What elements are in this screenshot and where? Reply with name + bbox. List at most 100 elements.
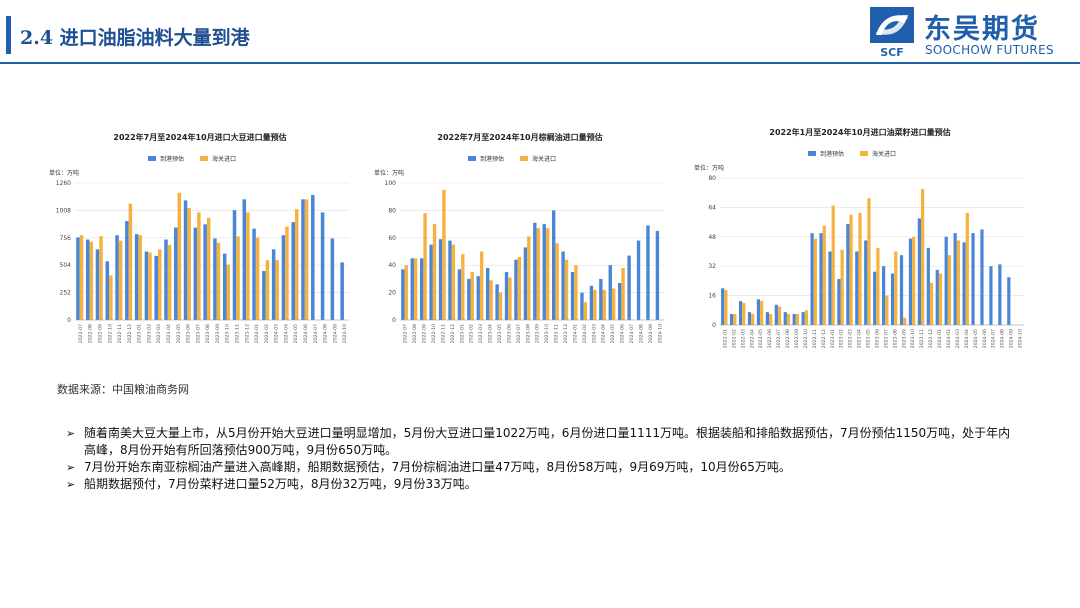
bar-customs xyxy=(920,189,925,325)
bar-forecast xyxy=(429,244,433,320)
bar-customs xyxy=(148,252,152,320)
bar-forecast xyxy=(213,238,217,320)
bar-forecast xyxy=(164,239,168,320)
bar-customs xyxy=(804,310,808,325)
bullet-text: 随着南美大豆大量上市，从5月份开始大豆进口量明显增加，5月份大豆进口量1022万… xyxy=(84,426,1011,457)
bar-forecast xyxy=(917,218,921,325)
x-tick-label: 2024-02 xyxy=(582,324,588,343)
bar-forecast xyxy=(935,269,939,325)
bar-forecast xyxy=(134,234,139,320)
y-tick-label: 80 xyxy=(388,207,396,214)
bar-forecast xyxy=(311,194,315,320)
bar-forecast xyxy=(448,240,452,320)
bar-customs xyxy=(246,212,250,320)
x-tick-label: 2022-09 xyxy=(97,324,103,343)
bar-customs xyxy=(795,313,800,325)
bar-customs xyxy=(157,249,162,320)
y-tick-label: 0 xyxy=(712,322,716,329)
x-tick-label: 2023-06 xyxy=(506,324,512,343)
bar-customs xyxy=(733,313,737,325)
bar-customs xyxy=(432,224,437,320)
bar-forecast xyxy=(193,227,198,320)
bar-forecast xyxy=(721,288,725,325)
y-tick-label: 40 xyxy=(388,262,396,269)
bar-forecast xyxy=(95,249,100,320)
bar-customs xyxy=(197,212,201,320)
y-tick-label: 756 xyxy=(60,235,72,242)
x-tick-label: 2024-07 xyxy=(313,324,319,343)
x-tick-label: 2023-07 xyxy=(195,324,201,343)
y-tick-label: 100 xyxy=(385,180,397,187)
x-tick-label: 2022-11 xyxy=(440,324,446,343)
bar-customs xyxy=(138,235,142,320)
bar-customs xyxy=(593,289,597,320)
bar-customs xyxy=(423,213,427,320)
bar-forecast xyxy=(730,313,734,325)
bar-forecast xyxy=(837,279,841,325)
bar-customs xyxy=(777,306,782,325)
bar-forecast xyxy=(410,258,414,320)
bullet-item-palm-oil: ➢ 7月份开始东南亚棕榈油产量进入高峰期，船期数据预估，7月份棕榈油进口量47万吨… xyxy=(62,459,1022,476)
x-tick-label: 2023-04 xyxy=(488,324,494,343)
x-tick-label: 2023-04 xyxy=(857,329,863,348)
x-tick-label: 2022-09 xyxy=(422,324,428,343)
arrow-bullet-icon: ➢ xyxy=(66,427,76,440)
x-tick-label: 2022-07 xyxy=(403,324,409,343)
x-tick-label: 2024-09 xyxy=(332,324,338,343)
bar-customs xyxy=(167,244,172,320)
bar-customs xyxy=(517,256,522,320)
x-tick-label: 2024-05 xyxy=(973,329,979,348)
x-tick-label: 2022-05 xyxy=(758,329,764,348)
x-tick-label: 2022-11 xyxy=(812,329,818,348)
y-tick-label: 64 xyxy=(708,204,716,211)
x-tick-label: 2024-04 xyxy=(283,324,289,343)
bar-forecast xyxy=(183,200,188,320)
bar-forecast xyxy=(899,255,904,325)
title-accent-bar xyxy=(6,16,11,54)
data-source-note: 数据来源：中国粮油商务网 xyxy=(57,383,189,396)
bar-customs xyxy=(275,260,279,320)
y-tick-label: 0 xyxy=(392,317,396,324)
x-tick-label: 2023-11 xyxy=(234,324,240,343)
x-tick-label: 2023-08 xyxy=(525,324,531,343)
x-tick-label: 2022-08 xyxy=(412,324,418,343)
bar-customs xyxy=(79,235,84,320)
legend-label: 海关进口 xyxy=(212,155,236,163)
x-tick-label: 2023-12 xyxy=(928,329,934,348)
bar-forecast xyxy=(944,236,948,325)
bar-customs xyxy=(621,267,625,320)
x-tick-label: 2023-03 xyxy=(478,324,484,343)
x-tick-label: 2024-08 xyxy=(638,324,644,343)
bar-forecast xyxy=(262,271,266,320)
bar-forecast xyxy=(570,272,575,320)
x-tick-label: 2023-06 xyxy=(186,324,192,343)
bar-forecast xyxy=(105,261,110,320)
x-tick-label: 2024-05 xyxy=(610,324,616,343)
bar-customs xyxy=(813,238,817,325)
x-tick-label: 2024-06 xyxy=(620,324,626,343)
legend-swatch xyxy=(520,156,528,161)
bar-forecast xyxy=(523,247,528,320)
x-tick-label: 2023-11 xyxy=(919,329,925,348)
x-tick-label: 2023-04 xyxy=(166,324,172,343)
bar-forecast xyxy=(419,258,424,320)
bar-customs xyxy=(751,313,755,325)
x-tick-label: 2022-08 xyxy=(88,324,94,343)
bar-forecast xyxy=(589,285,594,320)
y-tick-label: 48 xyxy=(708,234,716,241)
bar-customs xyxy=(285,226,289,320)
x-tick-label: 2023-09 xyxy=(535,324,541,343)
bar-forecast xyxy=(908,238,913,325)
company-logo: SCF 东吴期货 SOOCHOW FUTURES xyxy=(868,5,1078,59)
bar-customs xyxy=(840,249,844,325)
bar-forecast xyxy=(85,239,90,320)
bar-customs xyxy=(876,247,880,325)
x-tick-label: 2023-06 xyxy=(874,329,880,348)
bar-customs xyxy=(461,254,465,320)
bar-customs xyxy=(831,205,835,325)
bar-forecast xyxy=(617,283,622,320)
arrow-bullet-icon: ➢ xyxy=(66,478,76,491)
chart-legend: 到港预估 海关进口 xyxy=(468,155,556,163)
bar-customs xyxy=(602,289,606,320)
